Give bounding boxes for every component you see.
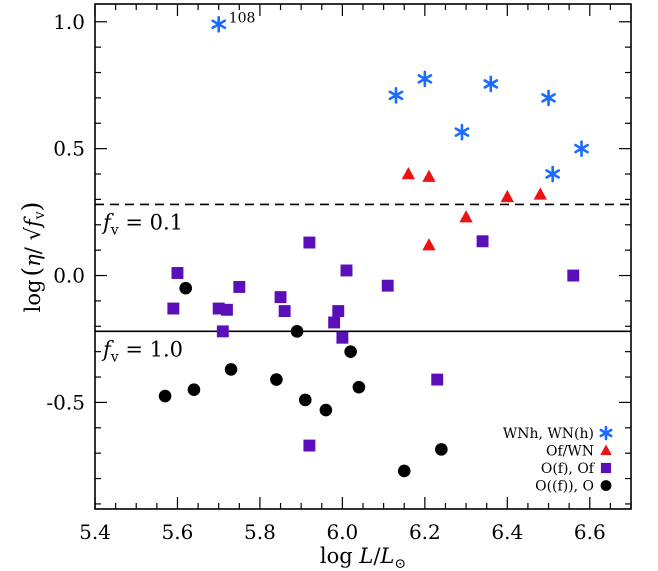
data-point-circle — [290, 325, 304, 338]
legend-marker — [600, 462, 612, 474]
x-axis-title: log L/L⊙ — [320, 544, 406, 571]
data-point-asterisk — [454, 123, 470, 141]
x-tick-label: 5.6 — [162, 520, 194, 544]
data-point-asterisk — [211, 16, 227, 33]
data-point-square — [303, 236, 316, 249]
data-point-circle — [352, 380, 366, 394]
data-point-square — [171, 267, 184, 279]
data-point-square — [328, 316, 341, 329]
data-point-circle — [179, 281, 193, 295]
data-point-triangle — [401, 167, 416, 180]
x-tick-label: 6.0 — [326, 520, 358, 544]
legend-marker — [600, 480, 612, 491]
data-point-square — [303, 439, 316, 452]
data-point-triangle — [422, 238, 436, 251]
data-point-square — [212, 302, 225, 315]
legend-marker — [599, 425, 613, 441]
data-point-circle — [344, 345, 357, 358]
data-point-square — [332, 305, 345, 318]
data-point-asterisk — [574, 140, 589, 157]
data-point-square — [381, 279, 394, 292]
data-point-circle — [224, 363, 238, 376]
data-point-square — [233, 281, 246, 293]
data-point-circle — [298, 393, 312, 407]
x-tick-label: 6.2 — [409, 520, 441, 544]
legend-marker — [600, 444, 612, 455]
legend-item: WNh, WN(h) — [503, 425, 613, 442]
legend-label: O((f)), O — [535, 479, 594, 495]
data-point-asterisk — [483, 75, 499, 93]
data-point-square — [567, 269, 580, 282]
data-point-square — [340, 264, 353, 277]
y-axis-title: log(η/ √fv) — [17, 202, 48, 313]
data-point-asterisk — [545, 165, 561, 183]
reference-line-label: fv = 1.0 — [101, 337, 183, 365]
data-point-triangle — [422, 169, 436, 182]
data-point-square — [216, 325, 229, 338]
data-point-square — [274, 291, 287, 304]
legend-item: Of/WN — [546, 444, 612, 460]
tick-labels: 5.4 5.6 5.8 6.0 6.2 6.4 6.6 -0.5 0.0 0.5 1.0 — [46, 10, 605, 544]
data-markers — [158, 16, 589, 478]
legend-item: O((f)), O — [535, 479, 612, 495]
annotations: 108 — [229, 10, 256, 26]
legend-label: WNh, WN(h) — [503, 426, 594, 442]
data-point-asterisk — [541, 89, 556, 107]
point-annotation: 108 — [229, 10, 256, 26]
x-tick-label: 5.4 — [79, 520, 111, 544]
data-point-triangle — [500, 189, 514, 203]
data-point-circle — [270, 373, 283, 386]
reference-lines: fv = 0.1 fv = 1.0 — [95, 203, 631, 365]
reference-line-label: fv = 0.1 — [101, 210, 183, 238]
data-point-square — [431, 373, 444, 386]
legend-item: O(f), Of — [541, 461, 612, 477]
data-point-circle — [435, 443, 448, 456]
x-tick-label: 6.4 — [491, 520, 523, 544]
y-tick-label: -0.5 — [46, 390, 85, 414]
data-point-square — [220, 303, 233, 316]
legend-label: O(f), Of — [541, 461, 596, 477]
y-tick-label: 1.0 — [53, 10, 85, 34]
axis-ticks — [94, 4, 632, 509]
data-point-square — [278, 305, 291, 318]
data-point-asterisk — [388, 87, 404, 104]
data-point-triangle — [459, 210, 473, 223]
y-tick-label: 0.0 — [53, 264, 85, 288]
data-point-circle — [397, 464, 411, 478]
y-tick-label: 0.5 — [53, 137, 85, 161]
x-tick-label: 5.8 — [244, 520, 276, 544]
data-point-circle — [158, 389, 172, 403]
data-point-square — [336, 331, 349, 344]
data-point-asterisk — [417, 70, 433, 88]
data-point-square — [167, 302, 180, 315]
legend-label: Of/WN — [546, 444, 594, 460]
data-point-triangle — [533, 187, 547, 200]
data-point-circle — [319, 403, 333, 417]
legend: WNh, WN(h) Of/WNO(f), Of O((f)), O — [503, 425, 613, 495]
x-tick-label: 6.6 — [574, 520, 606, 544]
data-point-square — [476, 235, 489, 248]
svg-text:log(η/ √fv): log(η/ √fv) — [17, 202, 48, 313]
data-point-circle — [187, 383, 201, 397]
